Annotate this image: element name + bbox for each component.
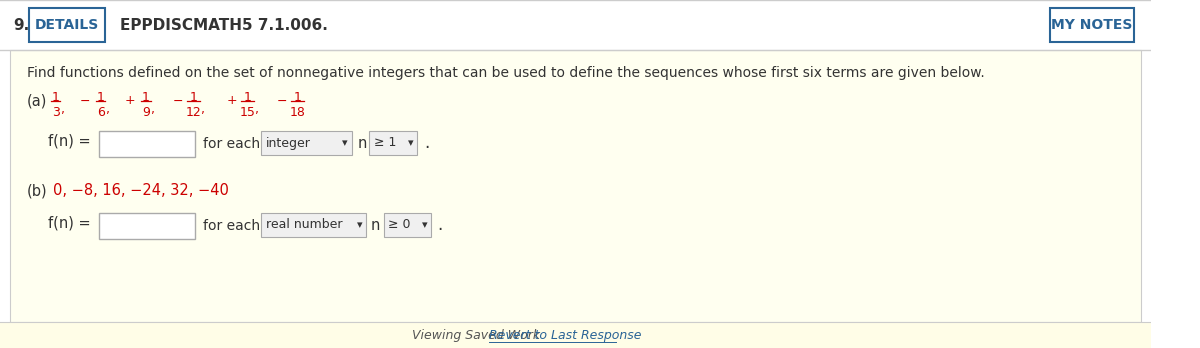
FancyBboxPatch shape [384,213,432,237]
Text: 15: 15 [240,106,256,119]
Text: ▾: ▾ [342,138,348,148]
Text: for each: for each [203,219,260,233]
Text: 1: 1 [97,91,104,104]
Text: f(n) =: f(n) = [48,133,90,148]
Text: .: . [424,134,430,152]
Text: 1: 1 [244,91,251,104]
Text: 18: 18 [289,106,305,119]
Text: +: + [125,95,136,108]
FancyBboxPatch shape [98,131,194,157]
FancyBboxPatch shape [370,131,418,155]
Text: 6: 6 [97,106,104,119]
Text: .: . [437,216,443,234]
Text: ,: , [256,103,259,116]
Text: ▾: ▾ [356,220,362,230]
Text: ,: , [151,103,156,116]
Text: real number: real number [265,219,342,231]
Text: ,: , [202,103,205,116]
Text: (a): (a) [26,93,47,108]
Text: ,: , [107,103,110,116]
Text: 1: 1 [190,91,198,104]
Text: 12: 12 [186,106,202,119]
FancyBboxPatch shape [10,50,1141,322]
Text: n: n [358,135,367,150]
Text: Viewing Saved Work: Viewing Saved Work [413,329,545,341]
Text: −: − [277,95,287,108]
FancyBboxPatch shape [29,8,106,42]
FancyBboxPatch shape [98,213,194,239]
Text: 0, −8, 16, −24, 32, −40: 0, −8, 16, −24, 32, −40 [53,183,229,198]
Text: MY NOTES: MY NOTES [1051,18,1133,32]
FancyBboxPatch shape [1050,8,1134,42]
Text: DETAILS: DETAILS [35,18,100,32]
Text: Revert to Last Response: Revert to Last Response [488,329,642,341]
Text: 1: 1 [142,91,150,104]
FancyBboxPatch shape [0,322,1151,348]
Text: 1: 1 [52,91,60,104]
Text: 9: 9 [142,106,150,119]
FancyBboxPatch shape [260,213,366,237]
Text: EPPDISCMATH5 7.1.006.: EPPDISCMATH5 7.1.006. [120,17,328,32]
Text: n: n [371,218,380,232]
Text: ▾: ▾ [408,138,413,148]
Text: Find functions defined on the set of nonnegative integers that can be used to de: Find functions defined on the set of non… [26,66,984,80]
Text: 9.: 9. [13,17,30,32]
Text: ,: , [61,103,65,116]
FancyBboxPatch shape [0,0,1151,50]
Text: 1: 1 [293,91,301,104]
Text: for each: for each [203,137,260,151]
Text: f(n) =: f(n) = [48,215,90,230]
Text: −: − [80,95,90,108]
Text: ≥ 1: ≥ 1 [374,136,396,150]
Text: −: − [173,95,184,108]
Text: (b): (b) [26,183,48,198]
Text: 3: 3 [52,106,60,119]
Text: integer: integer [265,136,311,150]
FancyBboxPatch shape [260,131,352,155]
Text: +: + [227,95,238,108]
Text: ▾: ▾ [422,220,427,230]
Text: ≥ 0: ≥ 0 [389,219,410,231]
